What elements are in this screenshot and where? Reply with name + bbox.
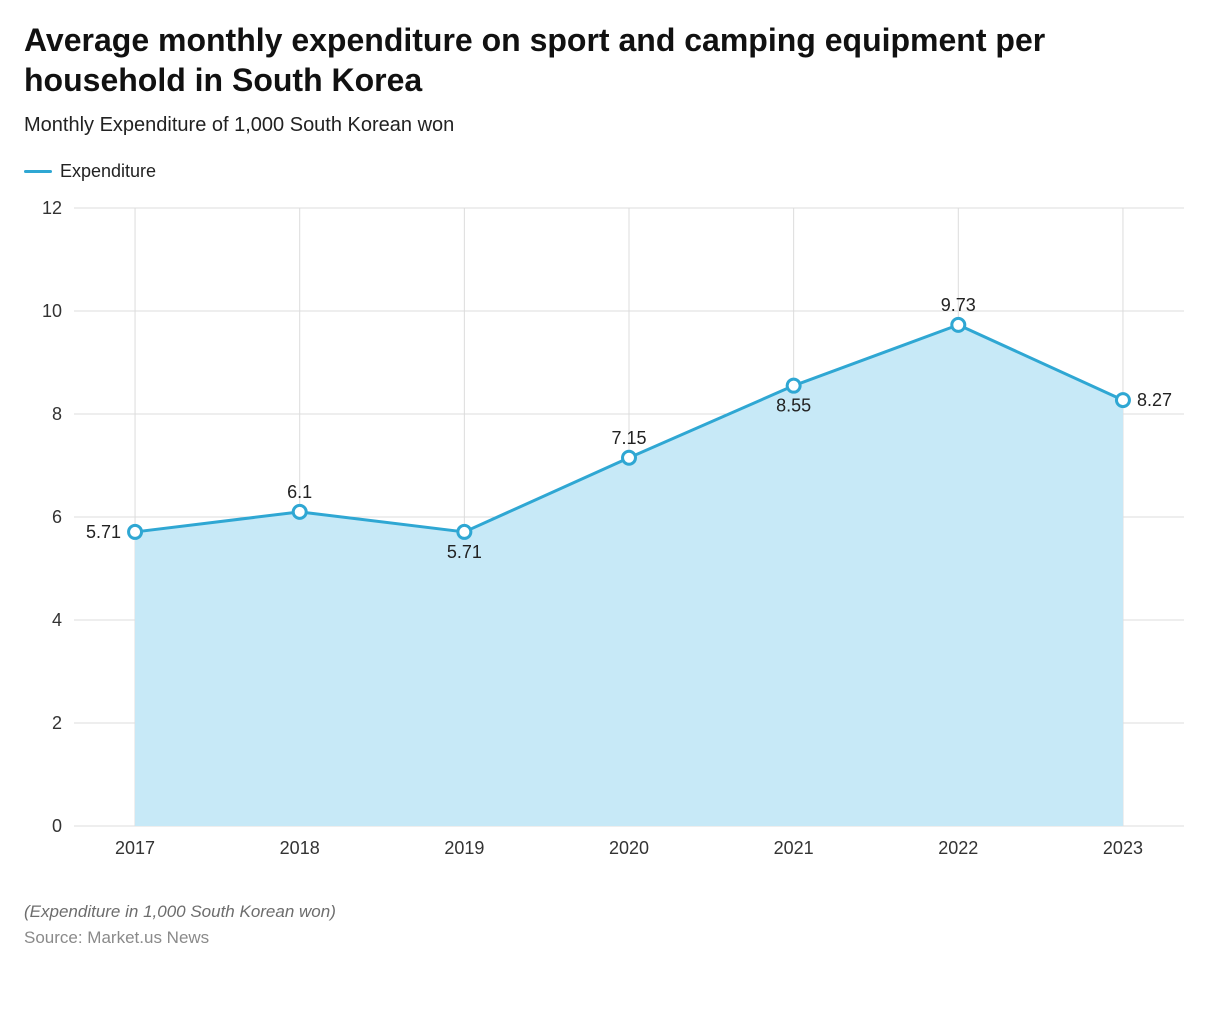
chart-subtitle: Monthly Expenditure of 1,000 South Korea… <box>24 114 1196 137</box>
data-label: 8.27 <box>1137 390 1172 410</box>
y-tick-label: 12 <box>42 200 62 218</box>
x-tick-label: 2021 <box>774 838 814 858</box>
data-point <box>952 318 965 331</box>
data-label: 9.73 <box>941 295 976 315</box>
y-tick-label: 2 <box>52 713 62 733</box>
data-label: 8.55 <box>776 396 811 416</box>
chart-source: Source: Market.us News <box>24 928 1196 948</box>
legend: Expenditure <box>24 161 1196 182</box>
y-tick-label: 10 <box>42 301 62 321</box>
data-label: 5.71 <box>86 522 121 542</box>
chart-footnote: (Expenditure in 1,000 South Korean won) <box>24 902 1196 922</box>
y-tick-label: 4 <box>52 610 62 630</box>
data-point <box>293 505 306 518</box>
x-tick-label: 2018 <box>280 838 320 858</box>
data-label: 7.15 <box>611 428 646 448</box>
legend-swatch <box>24 170 52 173</box>
data-point <box>623 451 636 464</box>
data-point <box>1116 394 1129 407</box>
legend-label: Expenditure <box>60 161 156 182</box>
x-tick-label: 2022 <box>938 838 978 858</box>
x-tick-label: 2023 <box>1103 838 1143 858</box>
data-label: 5.71 <box>447 542 482 562</box>
y-tick-label: 8 <box>52 404 62 424</box>
data-point <box>787 379 800 392</box>
data-point <box>129 525 142 538</box>
line-chart: 0 2 4 6 8 10 12 2017 2018 2019 2020 2021 2022 2023 5.7… <box>24 200 1196 880</box>
y-tick-label: 6 <box>52 507 62 527</box>
data-label: 6.1 <box>287 482 312 502</box>
chart-svg: 0 2 4 6 8 10 12 2017 2018 2019 2020 2021 2022 2023 5.7… <box>24 200 1196 880</box>
x-tick-label: 2017 <box>115 838 155 858</box>
x-tick-label: 2019 <box>444 838 484 858</box>
x-tick-label: 2020 <box>609 838 649 858</box>
data-point <box>458 525 471 538</box>
y-tick-label: 0 <box>52 816 62 836</box>
chart-title: Average monthly expenditure on sport and… <box>24 20 1074 100</box>
